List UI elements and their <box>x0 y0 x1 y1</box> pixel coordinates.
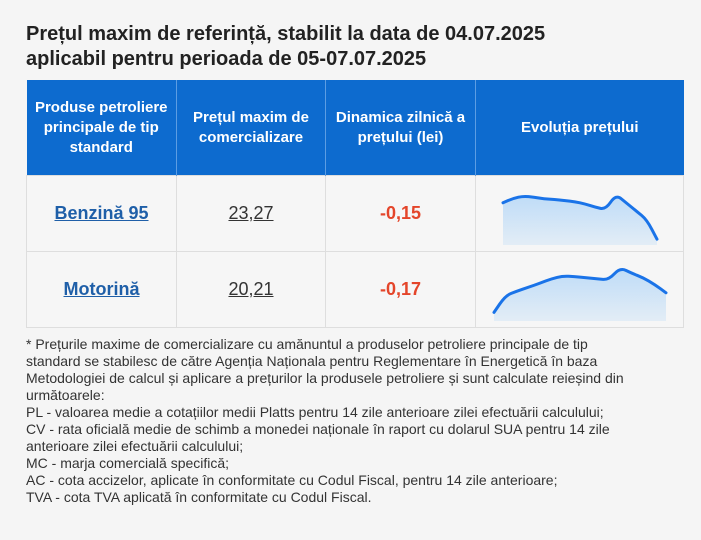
sparkline-line <box>501 194 658 241</box>
title-line-2: aplicabil pentru perioada de 05-07.07.20… <box>26 48 427 70</box>
footnote: * Prețurile maxime de comercializare cu … <box>26 336 682 506</box>
footnote-line: CV - rata oficială medie de schimb a mon… <box>26 421 610 437</box>
footnote-line: TVA - cota TVA aplicată în conformitate … <box>26 489 372 505</box>
col-header-daily-change: Dinamica zilnică a prețului (lei) <box>325 80 476 176</box>
sparkline-benzina <box>501 194 658 245</box>
delta-value-motorina: -0,17 <box>379 279 422 299</box>
title-line-1: Prețul maxim de referință, stabilit la d… <box>26 23 546 45</box>
price-cell: 20,21 <box>176 251 326 328</box>
footnote-line: următoarele: <box>26 387 105 403</box>
price-table: Produse petroliere principale de tip sta… <box>26 80 684 328</box>
sparkline-cell <box>475 251 684 328</box>
price-panel: Prețul maxim de referință, stabilit la d… <box>26 22 684 506</box>
table-row-benzina: Benzină 95 23,27 -0,15 <box>26 175 684 252</box>
product-cell: Benzină 95 <box>26 175 177 252</box>
col-header-product: Produse petroliere principale de tip sta… <box>26 80 177 176</box>
page-title: Prețul maxim de referință, stabilit la d… <box>26 22 682 72</box>
price-cell: 23,27 <box>176 175 326 252</box>
delta-value-benzina: -0,15 <box>379 203 422 223</box>
sparkline-cell <box>475 175 684 252</box>
product-link-motorina[interactable]: Motorină <box>63 279 140 299</box>
table-row-motorina: Motorină 20,21 -0,17 <box>26 251 684 328</box>
table-header-row: Produse petroliere principale de tip sta… <box>26 80 684 176</box>
footnote-line: Metodologiei de calcul și aplicare a pre… <box>26 370 624 386</box>
price-value-benzina[interactable]: 23,27 <box>228 203 274 223</box>
product-link-benzina[interactable]: Benzină 95 <box>54 203 149 223</box>
footnote-line: AC - cota accizelor, aplicate în conform… <box>26 472 558 488</box>
price-value-motorina[interactable]: 20,21 <box>228 279 274 299</box>
sparkline-area <box>502 195 657 245</box>
product-cell: Motorină <box>26 251 177 328</box>
delta-cell: -0,17 <box>325 251 476 328</box>
footnote-line: PL - valoarea medie a cotațiilor medii P… <box>26 404 604 420</box>
footnote-line: MC - marja comercială specifică; <box>26 455 230 471</box>
sparkline-motorina <box>492 267 667 321</box>
sparkline-line <box>492 267 667 314</box>
sparkline-area <box>493 269 666 321</box>
delta-cell: -0,15 <box>325 175 476 252</box>
footnote-line: anterioare zilei efectuării calculului; <box>26 438 244 454</box>
footnote-line: standard se stabilesc de către Agenția N… <box>26 353 598 369</box>
col-header-price-evolution: Evoluția prețului <box>475 80 684 176</box>
footnote-line: * Prețurile maxime de comercializare cu … <box>26 336 588 352</box>
col-header-max-price: Prețul maxim de comercializare <box>176 80 326 176</box>
